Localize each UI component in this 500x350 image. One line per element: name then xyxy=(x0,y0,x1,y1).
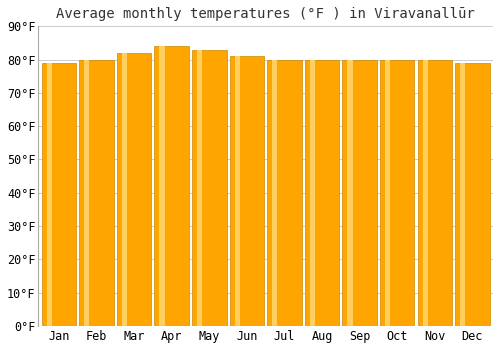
Bar xyxy=(267,60,302,326)
Bar xyxy=(46,63,52,326)
Title: Average monthly temperatures (°F ) in Viravanallūr: Average monthly temperatures (°F ) in Vi… xyxy=(56,7,475,21)
Bar xyxy=(460,63,466,326)
Bar xyxy=(310,60,315,326)
Bar xyxy=(192,50,226,326)
Bar xyxy=(160,46,164,326)
Bar xyxy=(117,53,152,326)
Bar xyxy=(418,60,452,326)
Bar xyxy=(348,60,352,326)
Bar xyxy=(422,60,428,326)
Bar xyxy=(385,60,390,326)
Bar xyxy=(455,63,490,326)
Bar xyxy=(342,60,377,326)
Bar xyxy=(84,60,89,326)
Bar xyxy=(79,60,114,326)
Bar xyxy=(154,46,189,326)
Bar xyxy=(234,56,240,326)
Bar xyxy=(272,60,278,326)
Bar xyxy=(42,63,76,326)
Bar xyxy=(122,53,127,326)
Bar xyxy=(304,60,340,326)
Bar xyxy=(197,50,202,326)
Bar xyxy=(230,56,264,326)
Bar xyxy=(380,60,414,326)
